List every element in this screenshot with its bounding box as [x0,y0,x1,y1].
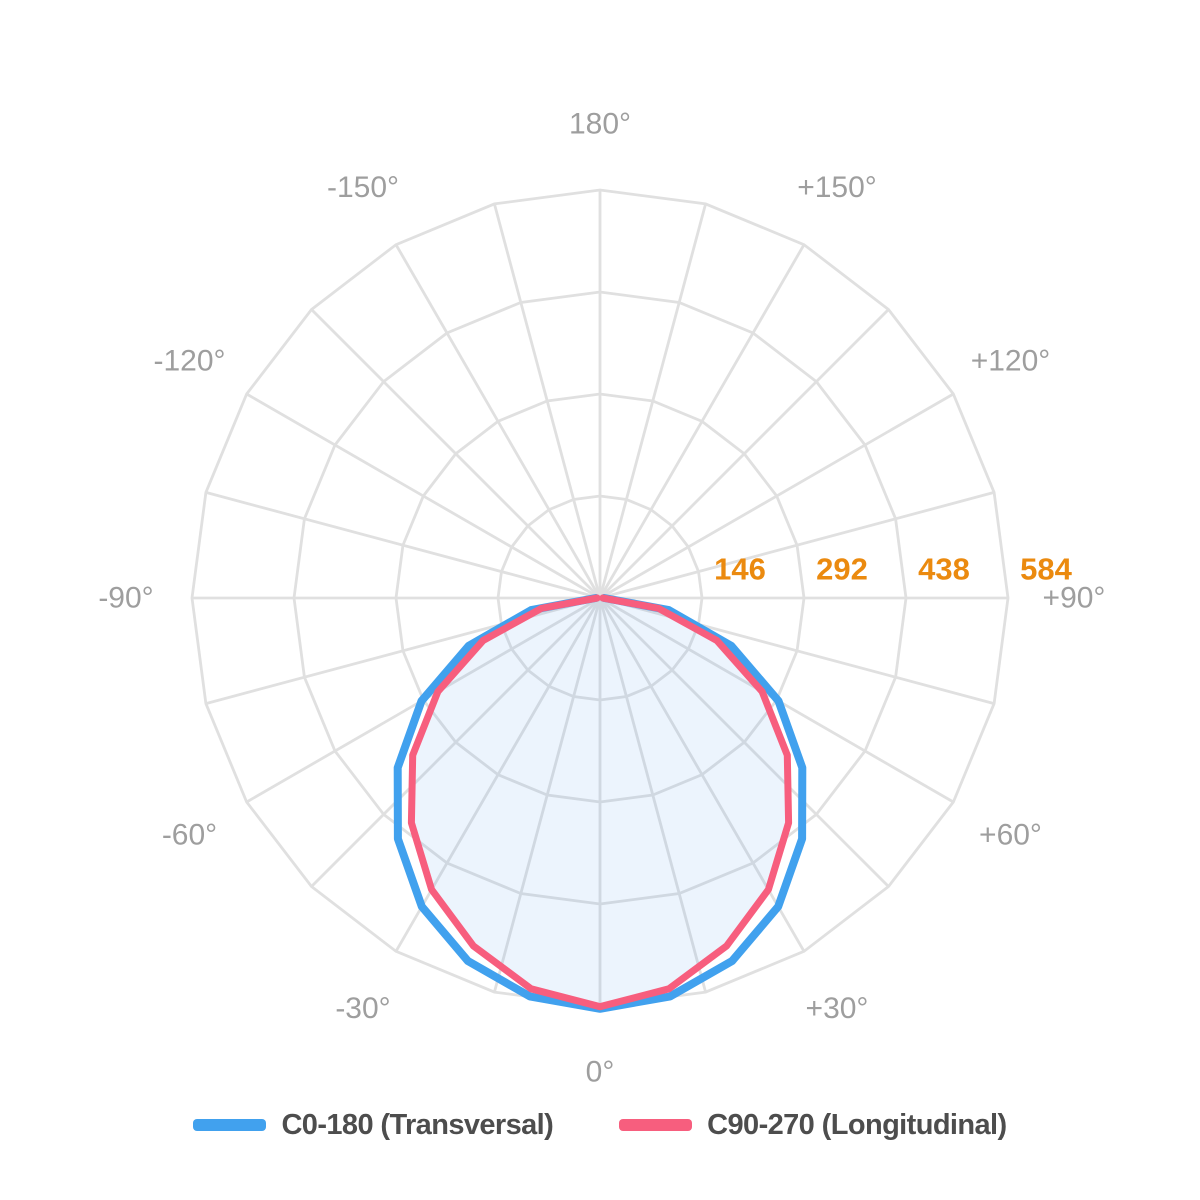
radial-tick-label-584: 584 [1020,552,1072,587]
legend-swatch-c0-180 [193,1119,267,1131]
grid-ring-3 [292,290,908,906]
angle-label-120: +120° [971,345,1051,378]
angle-label--60: -60° [162,819,217,852]
angle-label--150: -150° [327,171,399,204]
radial-tick-label-292: 292 [816,552,868,587]
legend-item-c90-270: C90-270 (Longitudinal) [619,1108,1007,1142]
angle-label--30: -30° [335,992,390,1025]
grid-ring-1 [496,494,704,702]
angle-label-90: +90° [1043,582,1106,615]
angle-label-60: +60° [979,819,1042,852]
angle-label--90: -90° [98,582,153,615]
polar-chart: 146 292 438 584 0° +30° -30° +60° -60° +90° -90° +1… [98,108,1106,1089]
angle-label-30: +30° [806,992,869,1025]
angle-label-150: +150° [797,171,877,204]
legend-swatch-c90-270 [619,1119,693,1131]
legend-label-c90-270: C90-270 (Longitudinal) [707,1108,1007,1141]
legend-item-c0-180: C0-180 (Transversal) [193,1108,554,1142]
radial-tick-label-146: 146 [714,552,766,587]
curve-c90-270 [407,594,793,1011]
legend-label-c0-180: C0-180 (Transversal) [281,1108,554,1141]
radial-tick-label-438: 438 [918,552,970,587]
angle-label--120: -120° [153,345,225,378]
grid-ring-4 [190,188,1010,1008]
angle-label-0: 0° [586,1056,615,1089]
chart-legend: C0-180 (Transversal) C90-270 (Longitudin… [0,1102,1200,1148]
angle-label-180: 180° [569,108,631,141]
